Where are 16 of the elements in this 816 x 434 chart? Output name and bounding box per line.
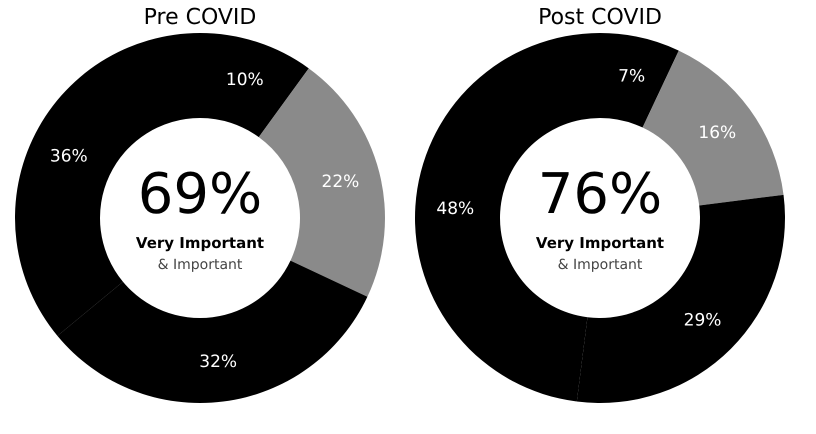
text: 76% (538, 162, 662, 227)
chart-title: Pre COVID (144, 5, 256, 30)
data-label: 7% (618, 66, 646, 86)
data-label: 36% (50, 146, 88, 166)
data-label: 29% (684, 310, 722, 331)
text: & Important (558, 257, 643, 273)
chart-title: Post COVID (538, 5, 662, 30)
data-label: 22% (322, 172, 360, 192)
data-label: 48% (436, 198, 474, 219)
text: 69% (138, 162, 262, 227)
text: Very Important (136, 234, 264, 252)
data-label: 10% (226, 70, 264, 90)
text: & Important (158, 257, 243, 273)
data-label: 16% (698, 122, 736, 143)
text: Very Important (536, 234, 664, 252)
data-label: 32% (199, 352, 238, 372)
